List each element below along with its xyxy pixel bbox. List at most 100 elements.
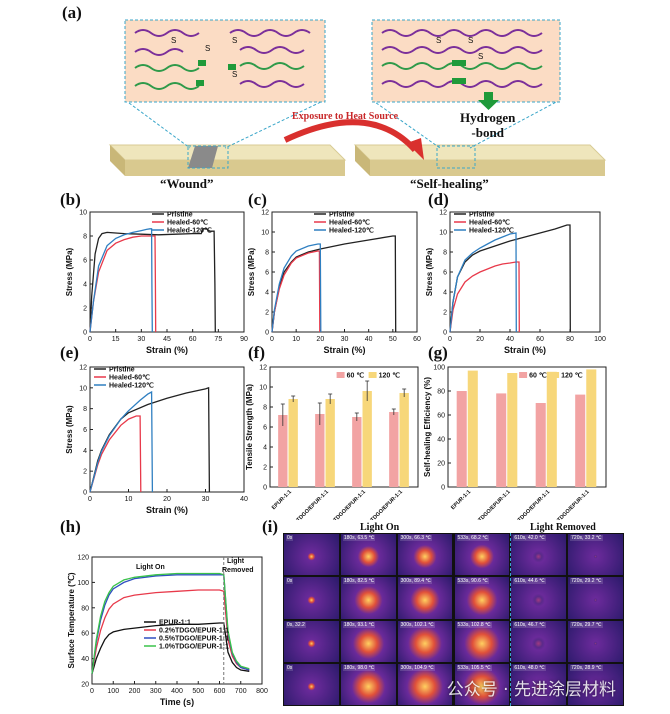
legend-label-2: Healed-120℃ [329, 227, 374, 235]
chart-h: 20 40 60 80 100 120 0 100 200 300 400 500 600 700 800 S… [67, 555, 268, 708]
y-tick-label: 120 [77, 555, 89, 562]
x-axis-label: Strain (%) [504, 345, 546, 355]
thermal-image-cell: 300s, 89.4 ℃ [397, 577, 453, 619]
x-axis-label: Strain (%) [146, 505, 188, 515]
x-tick-label: 75 [214, 336, 222, 343]
panel-a-label: (a) [62, 3, 82, 22]
thermal-image-cell: 533s, 68.2 ℃ [454, 534, 510, 576]
y-tick-label: 8 [83, 406, 87, 413]
panel-g-label: (g) [428, 343, 448, 362]
y-tick-label: 8 [443, 250, 447, 257]
hydrogen-label-line2: -bond [471, 125, 504, 140]
y-axis-label: Self-healing Efficiency (%) [423, 377, 432, 477]
x-tick-label: 10 [125, 496, 133, 503]
x-tick-label: 40 [365, 336, 373, 343]
x-tick-label: 90 [240, 336, 248, 343]
thermal-image-cell: 720s, 33.2 ℃ [568, 534, 623, 576]
y-tick-label: 2 [443, 310, 447, 317]
y-axis-label: Stress (MPa) [65, 405, 74, 454]
x-axis-label: Strain (%) [146, 345, 188, 355]
slab-healed-side [355, 145, 370, 176]
y-tick-label: 10 [259, 385, 267, 392]
y-axis-label: Stress (MPa) [425, 247, 434, 296]
thermal-image-cell: 610s, 44.6 ℃ [511, 577, 567, 619]
y-tick-label: 4 [265, 290, 269, 297]
y-tick-label: 6 [83, 427, 87, 434]
thermal-cell-label: 300s, 102.1 ℃ [399, 621, 435, 628]
y-tick-label: 4 [83, 282, 87, 289]
panel-h-label: (h) [60, 517, 81, 536]
thermal-cell-label: 610s, 48.0 ℃ [513, 664, 546, 671]
slab-healed-top [353, 144, 607, 161]
y-tick-label: 6 [263, 425, 267, 432]
series-line-1 [91, 589, 250, 674]
x-tick-label: 60 [413, 336, 421, 343]
series-line-0 [449, 224, 571, 333]
thermal-cell-label: 610s, 46.7 ℃ [513, 621, 546, 628]
x-tick-label: 80 [566, 336, 574, 343]
legend-label-0: Pristine [469, 212, 495, 219]
y-tick-label: 10 [79, 210, 87, 217]
thermal-cell-label: 0s [286, 664, 294, 671]
x-tick-label: 20 [163, 496, 171, 503]
y-tick-label: 60 [81, 631, 89, 638]
legend-label-0: Pristine [109, 367, 135, 374]
legend-label-1: Healed-60℃ [469, 219, 510, 227]
chart-d: 0 2 4 6 8 10 12 0 20 40 60 80 100 Stress (MPa) Strain … [425, 210, 606, 356]
legend-swatch-0 [336, 372, 345, 378]
bar-1-2 [362, 391, 372, 487]
y-tick-label: 6 [265, 270, 269, 277]
thermal-image-cell: 0s [284, 534, 339, 576]
x-tick-label: 0 [270, 336, 274, 343]
x-tick-label: 500 [192, 688, 204, 695]
x-tick-label: 20 [316, 336, 324, 343]
bar-0-3 [389, 412, 399, 487]
bond-label-4: S [232, 70, 238, 79]
wound-crack [188, 146, 218, 168]
bar-1-1 [325, 399, 335, 487]
bond-label-7: S [478, 52, 484, 61]
legend-swatch-0 [519, 372, 528, 378]
thermal-image-cell: 533s, 102.8 ℃ [454, 620, 510, 662]
y-tick-label: 8 [83, 234, 87, 241]
x-tick-label: 30 [137, 336, 145, 343]
thermal-cell-label: 720s, 33.2 ℃ [570, 535, 603, 541]
x-tick-label: 200 [129, 688, 141, 695]
x-tick-label: 10 [292, 336, 300, 343]
thermal-image-cell: 610s, 46.7 ℃ [511, 620, 567, 662]
x-tick-label: 600 [214, 688, 226, 695]
heat-arrow-label: Exposure to Heat Source [292, 111, 399, 122]
thermal-image-cell: 0s [284, 577, 339, 619]
thermal-image-cell: 300s, 104.9 ℃ [397, 663, 453, 705]
thermal-cell-label: 180s, 82.5 ℃ [342, 578, 376, 585]
thermal-image-cell: 720s, 28.9 ℃ [568, 663, 623, 705]
thermal-cell-label: 180s, 93.1 ℃ [342, 621, 376, 628]
y-tick-label: 0 [83, 330, 87, 337]
thermal-image-grid: 0s 180s, 63.5 ℃ 300s, 66.3 ℃ 533s, 68.2 ℃ 61… [283, 533, 624, 706]
x-tick-label: 50 [389, 336, 397, 343]
bar-1-2 [546, 371, 557, 487]
y-tick-label: 4 [263, 445, 267, 452]
series-line-0 [91, 622, 250, 674]
x-tick-label: 400 [171, 688, 183, 695]
bar-0-2 [535, 403, 546, 487]
thermal-cell-label: 720s, 29.7 ℃ [570, 621, 603, 628]
y-tick-label: 12 [439, 210, 447, 217]
x-tick-label: 800 [256, 688, 268, 695]
panel-d-label: (d) [428, 190, 449, 209]
x-tick-label: 20 [476, 336, 484, 343]
legend-label-0: 60 ℃ [347, 372, 365, 380]
series-line-2 [449, 232, 517, 333]
panel-c-label: (c) [248, 190, 267, 209]
category-label-3: 1.0%TDGO/EPUR-1:1 [361, 489, 404, 520]
category-label-0: EPUR-1:1 [450, 489, 472, 511]
chart-b: 0 2 4 6 8 10 0 15 30 45 60 75 90 Stress (MPa) Strain (… [65, 210, 248, 356]
x-tick-label: 300 [150, 688, 162, 695]
slab-wound-front [125, 160, 345, 176]
y-tick-label: 0 [263, 485, 267, 492]
x-tick-label: 15 [112, 336, 120, 343]
x-axis-label: Strain (%) [323, 345, 365, 355]
series-line-2 [271, 243, 322, 333]
thermal-image-cell: 300s, 66.3 ℃ [397, 534, 453, 576]
wound-label: “Wound” [160, 176, 214, 191]
